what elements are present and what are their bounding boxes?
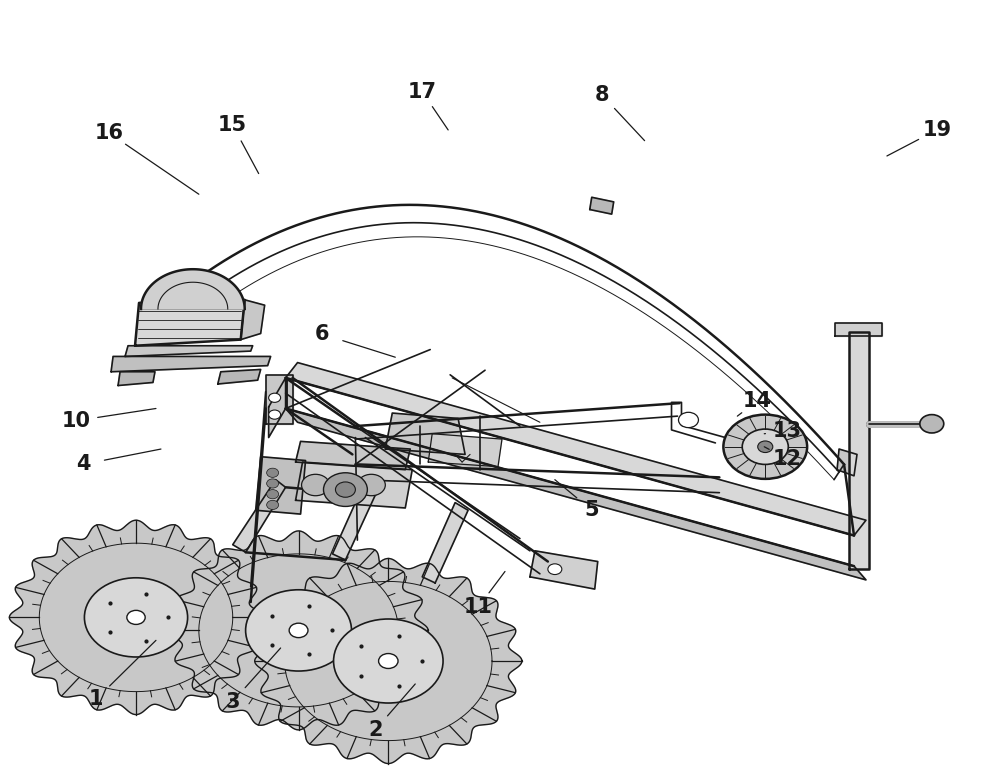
Polygon shape [135,300,245,346]
Text: 15: 15 [218,115,247,135]
Circle shape [379,654,398,668]
Text: 2: 2 [368,720,383,740]
Polygon shape [530,551,598,589]
Circle shape [758,441,773,452]
Circle shape [357,475,385,495]
Circle shape [84,578,188,657]
Text: 5: 5 [584,500,599,520]
Circle shape [548,564,562,574]
Polygon shape [141,270,245,309]
Circle shape [302,475,329,495]
Text: 13: 13 [773,422,802,442]
Text: 19: 19 [922,120,951,140]
Polygon shape [269,378,286,438]
Circle shape [334,619,443,703]
Polygon shape [296,462,412,508]
Text: 10: 10 [62,411,91,431]
Polygon shape [590,197,614,214]
Circle shape [267,490,279,498]
Polygon shape [422,502,468,583]
Polygon shape [286,362,866,535]
Polygon shape [9,520,263,714]
Text: 14: 14 [743,391,772,411]
Circle shape [127,611,145,624]
Text: 1: 1 [89,689,103,710]
Polygon shape [233,480,286,552]
Text: 4: 4 [76,455,90,475]
Polygon shape [286,409,866,580]
Circle shape [742,429,788,465]
Polygon shape [125,346,253,356]
Polygon shape [385,413,465,455]
Circle shape [246,590,352,671]
Polygon shape [111,356,271,372]
Circle shape [267,468,279,478]
Circle shape [269,410,281,419]
Circle shape [329,475,357,495]
Text: 6: 6 [315,324,330,344]
Text: 17: 17 [408,81,437,101]
Polygon shape [218,369,261,384]
Circle shape [335,482,355,497]
Polygon shape [332,488,375,560]
Circle shape [267,479,279,488]
Polygon shape [118,372,155,386]
Polygon shape [241,300,265,339]
Polygon shape [266,375,293,424]
Text: 3: 3 [225,691,240,712]
Polygon shape [169,531,428,730]
Text: 11: 11 [464,598,493,617]
Polygon shape [296,442,410,470]
Circle shape [269,393,281,402]
Polygon shape [837,449,857,476]
Polygon shape [835,323,882,336]
Text: 16: 16 [95,123,124,143]
Circle shape [679,412,698,428]
Circle shape [723,415,807,479]
Text: 8: 8 [594,84,609,104]
Circle shape [289,623,308,637]
Circle shape [920,415,944,433]
Polygon shape [428,434,502,467]
Polygon shape [256,457,306,514]
Text: 12: 12 [773,449,802,469]
Circle shape [267,500,279,509]
Polygon shape [255,558,522,763]
Circle shape [323,473,367,506]
Polygon shape [849,332,869,569]
